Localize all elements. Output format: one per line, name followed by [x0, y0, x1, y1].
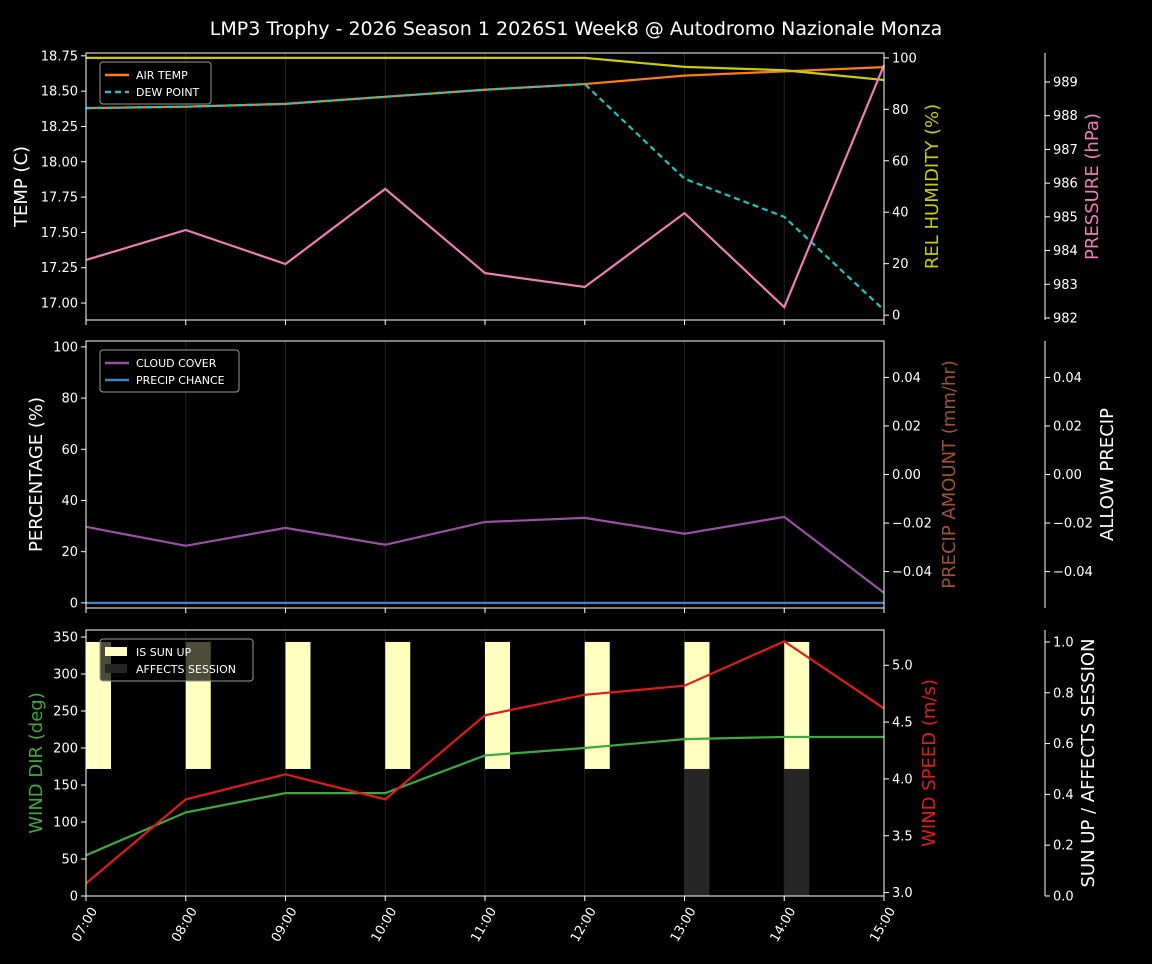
- y-tick-label: 17.00: [41, 297, 78, 312]
- axis-label: PRECIP AMOUNT (mm/hr): [939, 360, 960, 589]
- y-tick-label: 17.50: [41, 226, 78, 241]
- bar-is-sun-up: [286, 642, 311, 769]
- axis-label: TEMP (C): [11, 146, 32, 228]
- x-tick-label: 11:00: [468, 905, 500, 945]
- y-tick-label: 0.02: [1053, 419, 1082, 434]
- axis-label: REL HUMIDITY (%): [922, 104, 943, 269]
- axis-label: WIND DIR (deg): [26, 692, 47, 834]
- y-tick-label: 60: [61, 443, 78, 458]
- legend-label: CLOUD COVER: [136, 357, 217, 370]
- bar-is-sun-up: [585, 642, 610, 769]
- y-tick-label: 60: [892, 154, 909, 169]
- y-tick-label: −0.04: [892, 565, 932, 580]
- x-tick-label: 12:00: [568, 905, 600, 945]
- x-tick-label: 07:00: [69, 905, 101, 945]
- x-tick-label: 10:00: [369, 905, 401, 945]
- y-tick-label: 40: [61, 494, 78, 509]
- y-tick-label: 989: [1053, 75, 1078, 90]
- legend: CLOUD COVER PRECIP CHANCE: [100, 350, 239, 392]
- bar-is-sun-up: [385, 642, 410, 769]
- x-tick-label: 14:00: [768, 905, 800, 945]
- y-tick-label: 986: [1053, 177, 1078, 192]
- y-tick-label: 1.0: [1053, 635, 1074, 650]
- y-tick-label: 18.00: [41, 155, 78, 170]
- panel-3: 0 50 100 150 200 250 300 350 WIND DIR (deg) 3.0 3.…: [26, 630, 1099, 945]
- y-tick-label: 3.5: [892, 829, 913, 844]
- y-tick-label: 988: [1053, 109, 1078, 124]
- chart-title: LMP3 Trophy - 2026 Season 1 2026S1 Week8…: [210, 18, 942, 40]
- y-tick-label: 18.25: [41, 120, 78, 135]
- y-tick-label: 18.50: [41, 85, 78, 100]
- y-tick-label: 80: [61, 392, 78, 407]
- y-tick-label: 150: [53, 779, 78, 794]
- bar-affects-session: [685, 769, 710, 896]
- panel-1: 17.00 17.25 17.50 17.75 18.00 18.25 18.50 18.75…: [11, 49, 1103, 326]
- y-tick-label: −0.02: [1053, 517, 1093, 532]
- y-tick-label: 987: [1053, 143, 1078, 158]
- y-tick-label: 0.8: [1053, 686, 1074, 701]
- y-tick-label: 20: [892, 257, 909, 272]
- y-tick-label: 100: [53, 340, 78, 355]
- legend-swatch: [105, 647, 127, 656]
- legend-label: AFFECTS SESSION: [136, 663, 236, 676]
- legend-label: IS SUN UP: [136, 646, 192, 659]
- y-tick-label: 4.0: [892, 772, 913, 787]
- y-tick-label: 0.0: [1053, 890, 1074, 905]
- legend: IS SUN UP AFFECTS SESSION: [100, 639, 253, 681]
- axis-label: WIND SPEED (m/s): [919, 679, 940, 847]
- bar-affects-session: [784, 769, 809, 896]
- y-tick-label: 985: [1053, 210, 1078, 225]
- y-tick-label: 982: [1053, 311, 1078, 326]
- panel-2: 0 20 40 60 80 100 PERCENTAGE (%) −0.04 −0.02 0.00…: [26, 340, 1118, 613]
- legend: AIR TEMP DEW POINT: [100, 62, 211, 104]
- y-tick-label: 18.75: [41, 49, 78, 64]
- y-tick-label: 100: [53, 816, 78, 831]
- legend-swatch: [105, 664, 127, 673]
- axis-label: PERCENTAGE (%): [26, 397, 47, 552]
- y-tick-label: 0: [70, 890, 78, 905]
- y-tick-label: 100: [892, 51, 917, 66]
- y-tick-label: 0: [892, 309, 900, 324]
- bar-is-sun-up: [685, 642, 710, 769]
- x-tick-label: 09:00: [269, 905, 301, 945]
- y-tick-label: 0.4: [1053, 788, 1074, 803]
- y-tick-label: 3.0: [892, 886, 913, 901]
- y-tick-label: 0.00: [892, 468, 921, 483]
- y-tick-label: 0: [70, 596, 78, 611]
- y-tick-label: 0.04: [892, 371, 921, 386]
- y-tick-label: 984: [1053, 244, 1078, 259]
- y-tick-label: 40: [892, 206, 909, 221]
- legend-label: DEW POINT: [136, 86, 200, 99]
- y-tick-label: −0.04: [1053, 565, 1093, 580]
- y-tick-label: 17.25: [41, 261, 78, 276]
- y-tick-label: 250: [53, 705, 78, 720]
- y-tick-label: 300: [53, 668, 78, 683]
- y-tick-label: −0.02: [892, 517, 932, 532]
- y-tick-label: 983: [1053, 278, 1078, 293]
- y-tick-label: 200: [53, 742, 78, 757]
- y-tick-label: 0.6: [1053, 737, 1074, 752]
- x-tick-label: 08:00: [169, 905, 201, 945]
- axis-label: SUN UP / AFFECTS SESSION: [1078, 638, 1099, 887]
- axis-label: ALLOW PRECIP: [1097, 408, 1118, 541]
- y-tick-label: 0.02: [892, 419, 921, 434]
- y-tick-label: 350: [53, 631, 78, 646]
- legend-label: AIR TEMP: [136, 69, 188, 82]
- y-tick-label: 4.5: [892, 716, 913, 731]
- bar-is-sun-up: [485, 642, 510, 769]
- y-tick-label: 0.00: [1053, 468, 1082, 483]
- y-tick-label: 50: [61, 853, 78, 868]
- y-tick-label: 5.0: [892, 659, 913, 674]
- bar-is-sun-up: [784, 642, 809, 769]
- x-tick-label: 15:00: [867, 905, 899, 945]
- x-tick-label: 13:00: [668, 905, 700, 945]
- y-tick-label: 0.04: [1053, 371, 1082, 386]
- axis-label: PRESSURE (hPa): [1082, 113, 1103, 260]
- legend-label: PRECIP CHANCE: [136, 374, 225, 387]
- y-tick-label: 80: [892, 103, 909, 118]
- y-tick-label: 17.75: [41, 191, 78, 206]
- y-tick-label: 0.2: [1053, 839, 1074, 854]
- y-tick-label: 20: [61, 545, 78, 560]
